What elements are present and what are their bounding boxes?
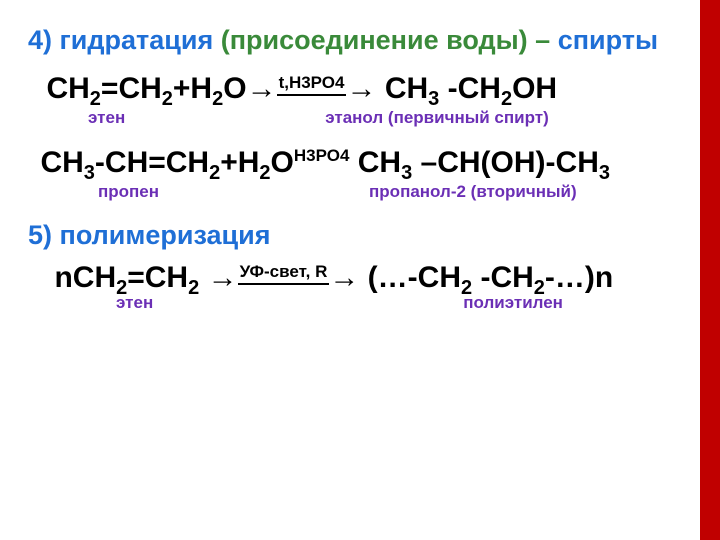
eq1-rbsub: 2 — [501, 88, 512, 110]
eq2-sup: Н3РО4 — [294, 146, 350, 165]
eq1-rc: ОН — [512, 72, 557, 105]
eq1-rasub: 3 — [428, 88, 439, 110]
eq2-text: СН3-СН=СН2+Н2ОН3РО4 СН3 –СН(ОН)-СН3 — [40, 146, 610, 179]
heading-4-paren: (присоединение воды) – — [221, 25, 558, 55]
eq3-e: -…)n — [545, 261, 613, 294]
eq2-fsub: 3 — [599, 162, 610, 184]
eq3-c: (…-СН — [359, 261, 461, 294]
heading-4: 4) гидратация (присоединение воды) – спи… — [28, 24, 692, 58]
equation-3: nСН2=СН2 →УФ-свет, R→ (…-СН2 -СН2-…)n — [28, 261, 692, 295]
eq1-bsub: 2 — [162, 88, 173, 110]
eq1-csub: 2 — [212, 88, 223, 110]
eq2-asub: 3 — [84, 162, 95, 184]
eq2-c: +Н — [220, 146, 259, 179]
eq3-labels: этен полиэтилен — [28, 293, 692, 313]
eq2-a: СН — [40, 146, 83, 179]
eq1-label-right: этанол (первичный спирт) — [325, 108, 549, 127]
heading-4-num: 4) — [28, 25, 60, 55]
eq1-condition: t,Н3РО4 — [277, 73, 347, 96]
eq3-label-right: полиэтилен — [463, 293, 563, 312]
eq3-label-left: этен — [116, 293, 153, 312]
eq2-b: -СН=СН — [95, 146, 209, 179]
eq1-rb: -СН — [439, 72, 501, 105]
eq1-label-left: этен — [88, 108, 125, 127]
eq3-d: -СН — [472, 261, 534, 294]
eq2-label-right: пропанол-2 (вторичный) — [369, 182, 577, 201]
eq1-a: СН — [46, 72, 89, 105]
heading-5: 5) полимеризация — [28, 220, 692, 251]
eq3-text: nСН2=СН2 →УФ-свет, R→ (…-СН2 -СН2-…)n — [54, 261, 613, 294]
eq2-e: СН — [349, 146, 401, 179]
arrow-icon: → — [329, 261, 359, 294]
accent-rule — [700, 0, 720, 540]
eq2-f: –СН(ОН)-СН — [412, 146, 599, 179]
heading-4-word1: гидратация — [60, 25, 221, 55]
eq1-text: СН2=СН2+Н2О→t,Н3РО4→ СН3 -СН2ОН — [46, 72, 557, 105]
equation-1: СН2=СН2+Н2О→t,Н3РО4→ СН3 -СН2ОН — [28, 72, 692, 106]
eq1-b: =СН — [101, 72, 162, 105]
eq3-b: =СН — [127, 261, 188, 294]
eq3-sp — [199, 261, 207, 294]
eq2-labels: пропен пропанол-2 (вторичный) — [28, 182, 692, 202]
slide-body: 4) гидратация (присоединение воды) – спи… — [0, 0, 720, 313]
eq3-a: nСН — [54, 261, 116, 294]
arrow-icon: → — [346, 72, 376, 105]
eq1-ra: СН — [376, 72, 428, 105]
eq1-labels: этен этанол (первичный спирт) — [28, 108, 692, 128]
eq2-csub: 2 — [259, 162, 270, 184]
eq1-c: +Н — [173, 72, 212, 105]
equation-2: СН3-СН=СН2+Н2ОН3РО4 СН3 –СН(ОН)-СН3 — [28, 146, 692, 180]
arrow-icon: → — [247, 72, 277, 105]
eq3-condition: УФ-свет, R — [238, 262, 330, 285]
heading-4-word2: спирты — [558, 25, 658, 55]
eq1-d: О — [223, 72, 246, 105]
eq2-esub: 3 — [401, 162, 412, 184]
eq2-d: О — [271, 146, 294, 179]
eq2-bsub: 2 — [209, 162, 220, 184]
eq1-asub: 2 — [90, 88, 101, 110]
arrow-icon: → — [208, 261, 238, 294]
eq2-label-left: пропен — [98, 182, 159, 201]
